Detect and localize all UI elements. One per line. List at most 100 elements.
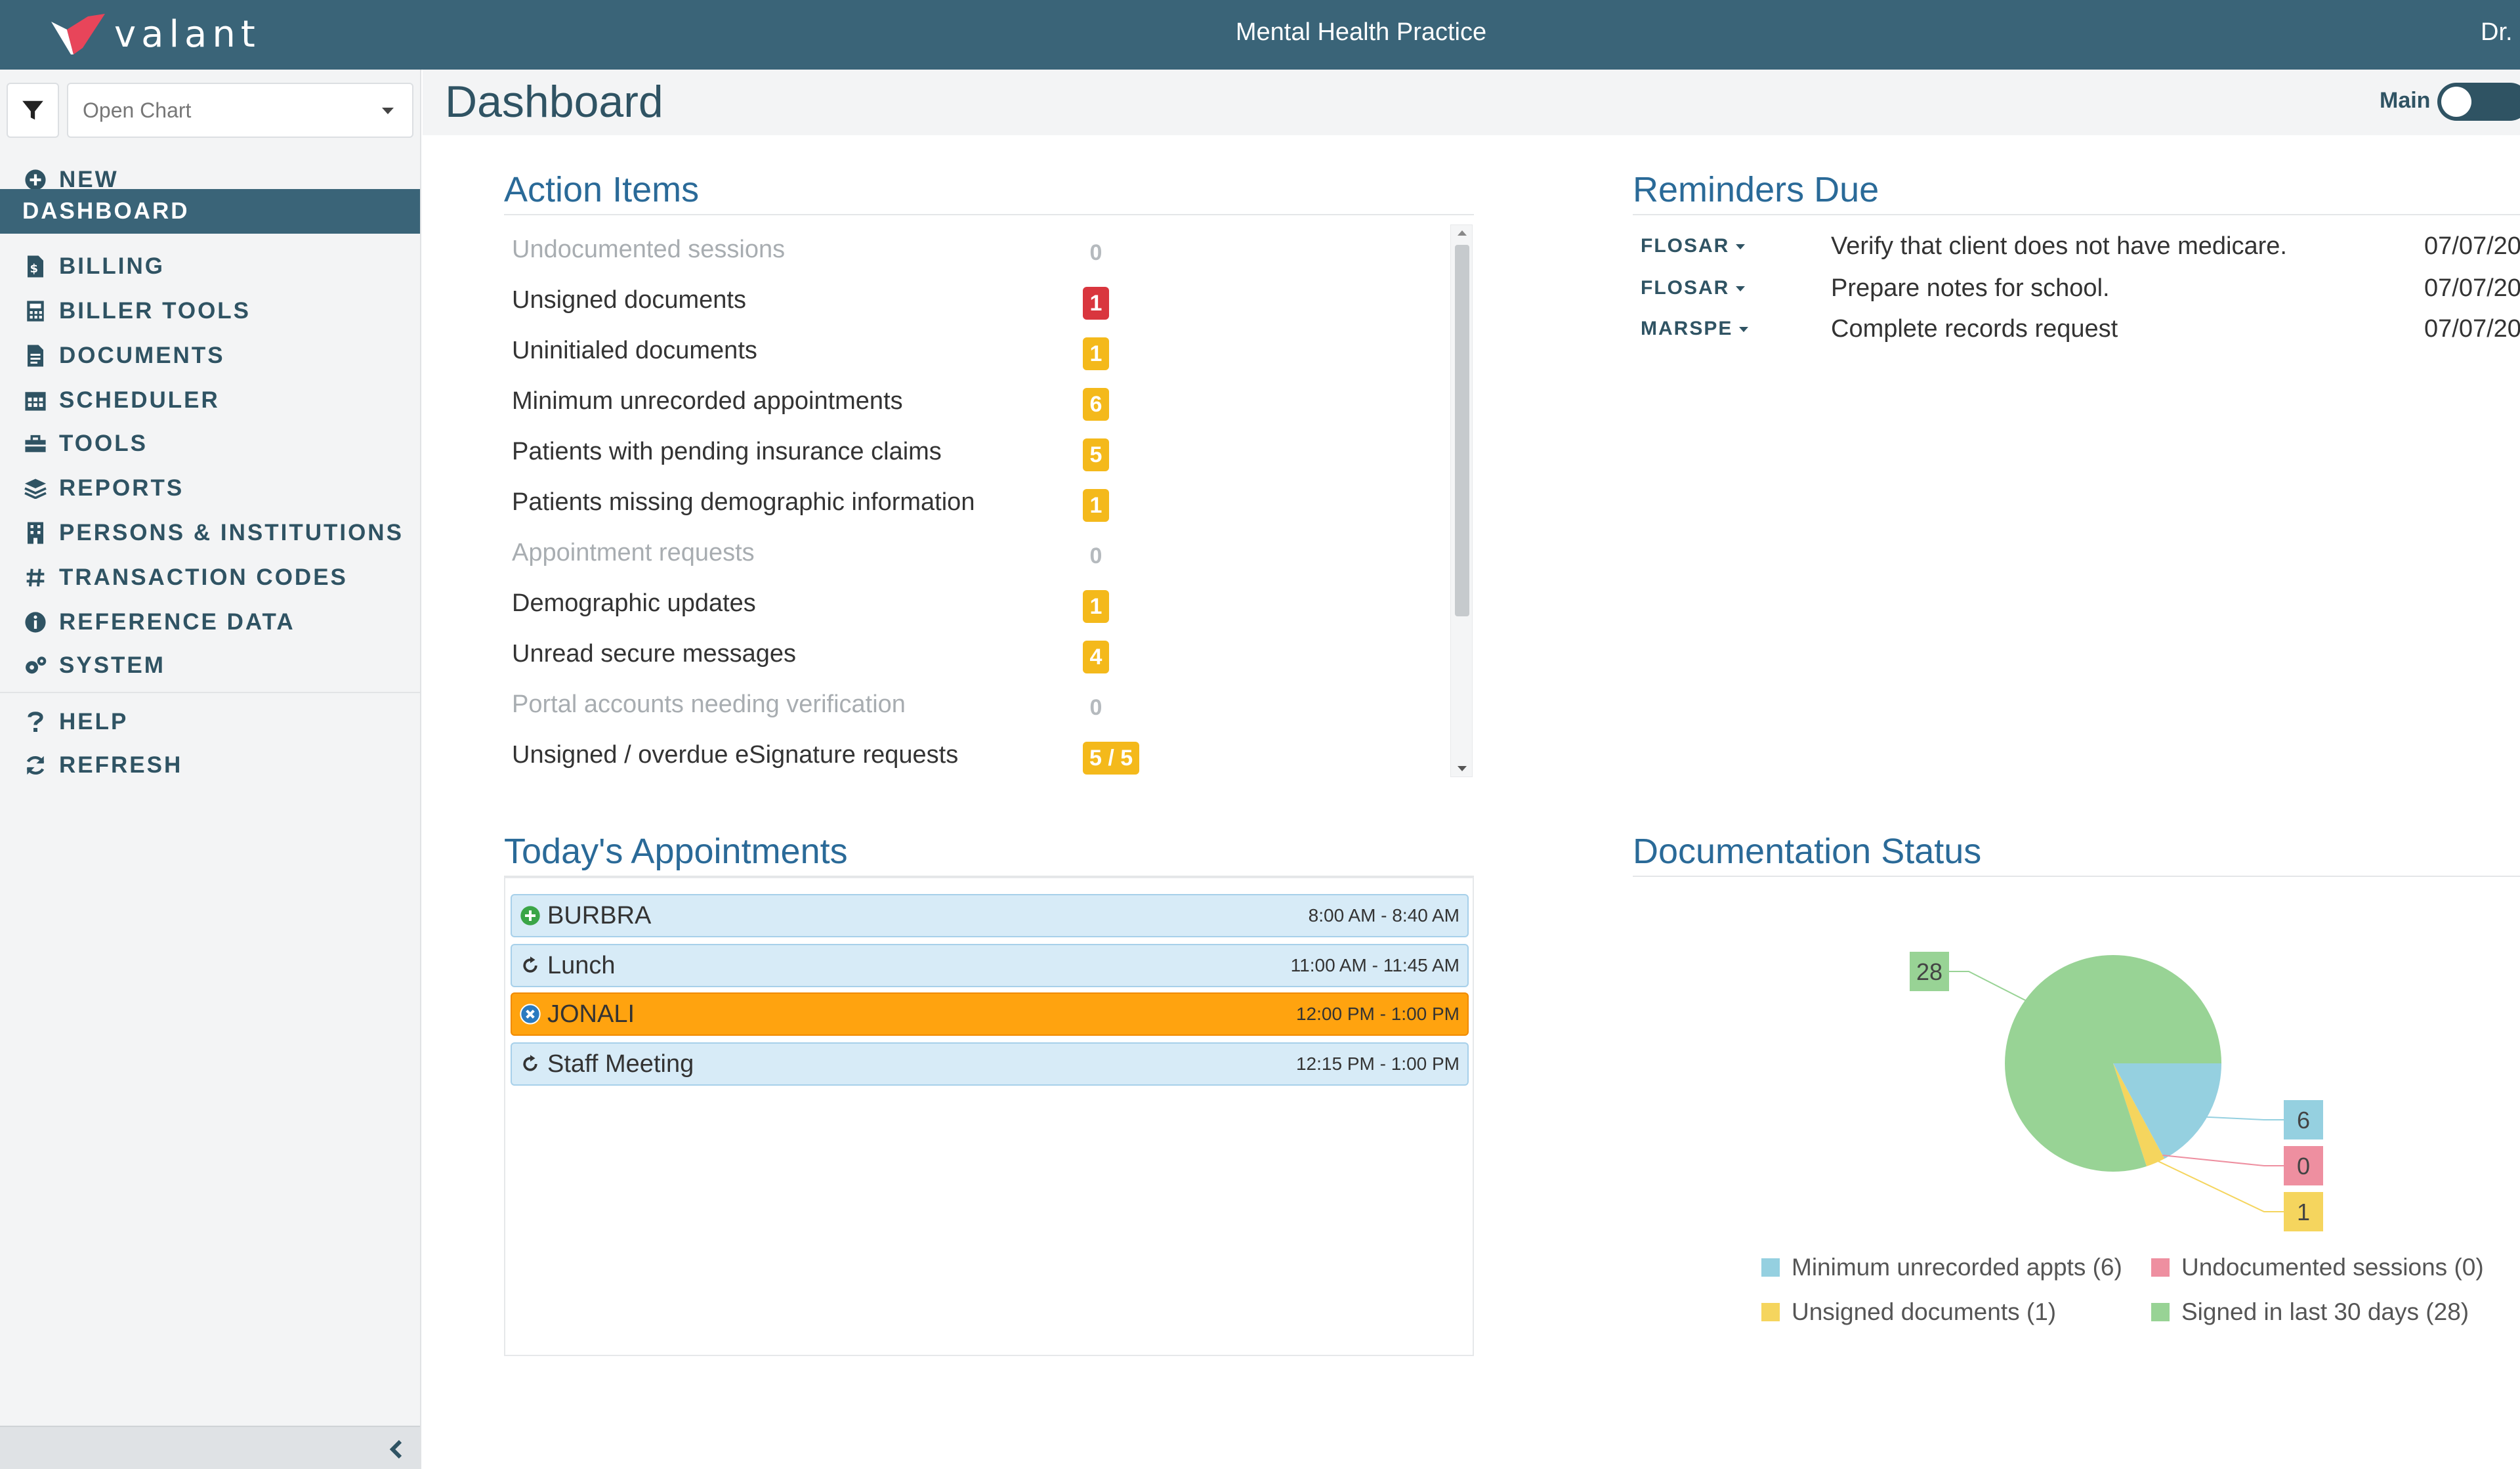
data-label-box [2284, 1192, 2323, 1231]
action-item-row[interactable]: Unread secure messages 4 [512, 629, 1431, 679]
action-item-label: Unsigned / overdue eSignature requests [512, 740, 959, 769]
action-item-row[interactable]: Patients missing demographic information… [512, 477, 1431, 527]
action-item-row[interactable]: Appointment requests 0 [512, 528, 1431, 578]
action-items-rule [504, 214, 1474, 215]
x-circle-icon [518, 1002, 542, 1026]
open-chart-select[interactable]: Open Chart [67, 83, 413, 138]
appointment-time: 12:15 PM - 1:00 PM [1295, 1054, 1460, 1074]
nav-new[interactable]: NEW [0, 158, 420, 202]
action-item-row[interactable]: Minimum unrecorded appointments 6 [512, 376, 1431, 426]
action-item-label: Demographic updates [512, 589, 756, 617]
calculator-icon [22, 298, 49, 324]
action-item-row[interactable]: Undocumented sessions 0 [512, 224, 1431, 274]
nav-billing[interactable]: $ BILLING [0, 244, 420, 289]
sidebar-collapse-bar[interactable] [0, 1426, 420, 1469]
nav-reference-data-label: REFERENCE DATA [59, 609, 295, 635]
nav-tools[interactable]: TOOLS [0, 421, 420, 466]
reminder-owner-dropdown[interactable]: FLOSAR [1641, 235, 1746, 257]
appointment-time: 8:00 AM - 8:40 AM [1308, 905, 1460, 926]
page-title: Dashboard [445, 77, 663, 127]
action-item-row[interactable]: Patients with pending insurance claims 5 [512, 427, 1431, 477]
info-icon [22, 609, 49, 635]
scroll-up-icon[interactable] [1458, 230, 1467, 236]
appointment-item[interactable]: Lunch 11:00 AM - 11:45 AM [511, 944, 1469, 987]
reminder-text: Verify that client does not have medicar… [1831, 232, 2287, 260]
appointment-time: 12:00 PM - 1:00 PM [1295, 1004, 1460, 1024]
action-item-label: Undocumented sessions [512, 235, 786, 263]
nav-tools-label: TOOLS [59, 431, 148, 456]
scrollbar-thumb[interactable] [1455, 245, 1469, 616]
nav-reference-data[interactable]: REFERENCE DATA [0, 600, 420, 645]
legend-swatch [2151, 1303, 2170, 1321]
slice-min-unrecorded[interactable] [2113, 1063, 2221, 1159]
nav-system[interactable]: SYSTEM [0, 643, 420, 688]
action-item-count: 5 / 5 [1083, 742, 1140, 775]
action-item-count: 5 [1083, 438, 1109, 471]
action-item-row[interactable]: Unsigned / overdue eSignature requests 5… [512, 730, 1431, 780]
open-chart-placeholder: Open Chart [83, 98, 192, 122]
nav-help[interactable]: HELP [0, 700, 420, 744]
action-item-count: 1 [1083, 489, 1109, 522]
nav-dashboard[interactable]: DASHBOARD [0, 189, 420, 234]
appointment-item[interactable]: JONALI 12:00 PM - 1:00 PM [511, 992, 1469, 1036]
filter-button[interactable] [7, 83, 59, 138]
action-item-row[interactable]: Demographic updates 1 [512, 578, 1431, 628]
slice-unsigned[interactable] [2113, 1063, 2165, 1166]
layers-icon [22, 475, 49, 501]
nav-scheduler[interactable]: SCHEDULER [0, 378, 420, 423]
chart-search: Open Chart [7, 83, 413, 138]
nav-biller-tools[interactable]: BILLER TOOLS [0, 289, 420, 333]
action-items-title: Action Items [504, 170, 700, 209]
nav-transaction-codes[interactable]: TRANSACTION CODES [0, 555, 420, 600]
main-toggle-label: Main [2380, 88, 2431, 113]
action-items-scrollbar[interactable] [1450, 224, 1473, 777]
user-menu[interactable]: Dr. [2481, 18, 2513, 46]
nav-persons-institutions-label: PERSONS & INSTITUTIONS [59, 520, 404, 545]
reminder-owner: FLOSAR [1641, 235, 1730, 257]
reminder-owner: FLOSAR [1641, 277, 1730, 299]
hash-icon [22, 564, 49, 591]
gears-icon [22, 652, 49, 679]
plus-circle-icon [518, 904, 542, 927]
reminders-title: Reminders Due [1633, 170, 1880, 209]
legend-item-unsigned[interactable]: Unsigned documents (1) [1761, 1298, 2056, 1326]
appointments-title: Today's Appointments [504, 832, 848, 871]
action-item-label: Unsigned documents [512, 286, 746, 314]
nav-refresh[interactable]: REFRESH [0, 743, 420, 788]
appointment-item[interactable]: BURBRA 8:00 AM - 8:40 AM [511, 894, 1469, 937]
data-label-box [2284, 1146, 2323, 1185]
slice-signed[interactable] [2005, 954, 2221, 1172]
reminder-owner-dropdown[interactable]: FLOSAR [1641, 277, 1746, 299]
appointments-rule [504, 876, 1474, 877]
appointment-name: JONALI [547, 1000, 635, 1028]
nav-reports[interactable]: REPORTS [0, 466, 420, 511]
nav-biller-tools-label: BILLER TOOLS [59, 298, 251, 324]
documentation-status-title: Documentation Status [1633, 832, 1982, 871]
nav-persons-institutions[interactable]: PERSONS & INSTITUTIONS [0, 511, 420, 555]
nav-documents-label: DOCUMENTS [59, 343, 225, 368]
valant-logo[interactable]: valant [49, 8, 261, 60]
scroll-down-icon[interactable] [1458, 766, 1467, 771]
nav-documents[interactable]: DOCUMENTS [0, 333, 420, 378]
label-leader-line [1949, 971, 2029, 1003]
action-item-row[interactable]: Uninitialed documents 1 [512, 326, 1431, 375]
action-item-row[interactable]: Portal accounts needing verification 0 [512, 679, 1431, 729]
legend-item-min-unrecorded[interactable]: Minimum unrecorded appts (6) [1761, 1254, 2122, 1281]
reminder-owner-dropdown[interactable]: MARSPE [1641, 318, 1749, 340]
document-icon [22, 343, 49, 369]
appointment-item[interactable]: Staff Meeting 12:15 PM - 1:00 PM [511, 1042, 1469, 1086]
nav-reports-label: REPORTS [59, 475, 184, 501]
action-item-row[interactable]: Unsigned documents 1 [512, 275, 1431, 325]
legend-label: Undocumented sessions (0) [2181, 1254, 2484, 1281]
appointment-name: Staff Meeting [547, 1050, 694, 1078]
legend-swatch [2151, 1258, 2170, 1277]
caret-down-icon [1739, 327, 1749, 333]
legend-item-undocumented[interactable]: Undocumented sessions (0) [2151, 1254, 2484, 1281]
action-item-count: 0 [1089, 543, 1102, 568]
nav-scheduler-label: SCHEDULER [59, 387, 220, 413]
reminder-date: 07/07/20 [2424, 274, 2520, 302]
main-toggle-switch[interactable] [2437, 83, 2520, 121]
legend-item-signed[interactable]: Signed in last 30 days (28) [2151, 1298, 2469, 1326]
action-item-count: 0 [1089, 694, 1102, 720]
nav-refresh-label: REFRESH [59, 752, 183, 778]
